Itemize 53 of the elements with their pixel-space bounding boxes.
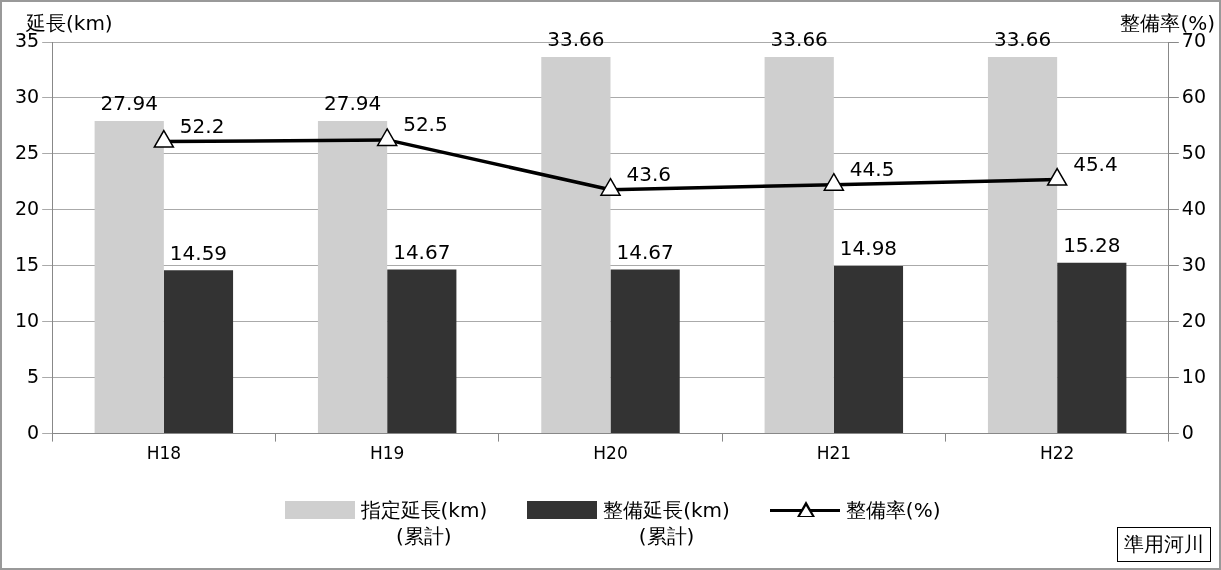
data-label: 44.5 bbox=[849, 156, 895, 181]
y-tick-label: 20 bbox=[14, 196, 40, 219]
data-label: 15.28 bbox=[1063, 232, 1121, 257]
legend-label: 整備率(%) bbox=[845, 497, 941, 523]
bar bbox=[387, 269, 457, 434]
data-label: 14.59 bbox=[169, 240, 228, 265]
bar bbox=[764, 56, 834, 434]
bar bbox=[987, 56, 1058, 434]
bar bbox=[541, 56, 611, 434]
data-label: 27.94 bbox=[323, 91, 382, 116]
y2-tick-label: 40 bbox=[1181, 196, 1207, 219]
point bbox=[1046, 167, 1068, 186]
data-label: 45.4 bbox=[1073, 151, 1118, 176]
y2-tick-label: 50 bbox=[1181, 140, 1207, 163]
data-label: 33.66 bbox=[547, 27, 605, 52]
data-label: 33.66 bbox=[770, 27, 828, 52]
bar bbox=[163, 270, 234, 434]
y2-tick-label: 20 bbox=[1181, 308, 1207, 331]
text: 準用河川 bbox=[1117, 527, 1211, 562]
bar bbox=[94, 120, 164, 434]
data-label: 43.6 bbox=[626, 161, 672, 186]
y-tick-label: 5 bbox=[27, 364, 40, 387]
y2-tick-label: 0 bbox=[1181, 420, 1194, 443]
legend-label: 指定延長(km) (累計) bbox=[360, 497, 488, 549]
x-tick-label: H20 bbox=[593, 443, 628, 464]
y-tick-label: 30 bbox=[14, 84, 40, 107]
x-tick-label: H21 bbox=[816, 443, 852, 464]
y-tick-label: 0 bbox=[27, 420, 40, 443]
y-tick-label: 25 bbox=[14, 140, 40, 163]
data-label: 14.67 bbox=[616, 239, 674, 264]
x-tick-label: H19 bbox=[369, 443, 405, 464]
data-label: 52.5 bbox=[403, 112, 448, 137]
y2-tick-label: 30 bbox=[1181, 252, 1207, 275]
legend-label: 整備延長(km) (累計) bbox=[603, 497, 730, 549]
bar bbox=[833, 266, 904, 434]
y-tick-label: 15 bbox=[14, 252, 40, 275]
x-tick-label: H18 bbox=[146, 443, 182, 464]
y2-tick-label: 10 bbox=[1181, 364, 1207, 387]
point bbox=[153, 129, 175, 148]
x-tick-label: H22 bbox=[1039, 443, 1075, 464]
point bbox=[823, 172, 845, 191]
y2-tick-label: 60 bbox=[1181, 84, 1207, 107]
bar bbox=[317, 120, 388, 434]
data-label: 14.67 bbox=[393, 239, 451, 264]
point bbox=[600, 177, 621, 196]
bar bbox=[1057, 262, 1127, 434]
point bbox=[376, 128, 398, 147]
data-label: 27.94 bbox=[100, 91, 158, 116]
y-tick-label: 10 bbox=[14, 308, 40, 331]
data-label: 33.66 bbox=[993, 27, 1052, 52]
bar bbox=[610, 269, 680, 434]
data-label: 52.2 bbox=[179, 113, 225, 138]
data-label: 14.98 bbox=[839, 236, 898, 261]
